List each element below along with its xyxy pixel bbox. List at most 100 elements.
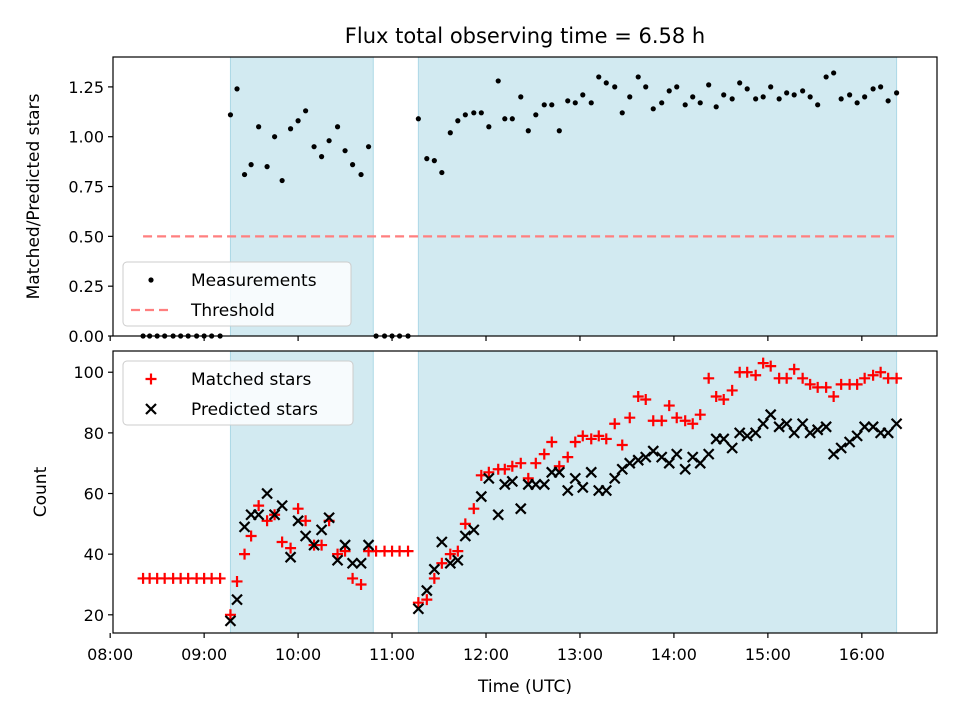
data-point (459, 530, 472, 542)
data-point (492, 508, 504, 521)
data-point (565, 98, 571, 104)
shaded-interval-1 (417, 56, 898, 337)
data-point (475, 490, 488, 503)
legend-box (122, 261, 352, 327)
data-point (851, 378, 863, 390)
data-point (342, 148, 348, 154)
data-point (276, 536, 288, 548)
data-point (815, 102, 821, 108)
data-point (635, 74, 641, 80)
data-point (671, 412, 683, 424)
y-tick-label: 40 (84, 545, 104, 564)
legend-label: Predicted stars (191, 400, 318, 420)
data-point (549, 102, 555, 108)
data-point (804, 427, 816, 439)
y-tick-label: 60 (84, 485, 104, 504)
data-point (231, 593, 243, 606)
legend-label: Matched stars (191, 370, 311, 390)
data-point (870, 86, 876, 92)
data-point (577, 430, 589, 442)
x-tick-label: 11:00 (369, 645, 415, 664)
data-point (797, 372, 809, 384)
data-point (452, 545, 464, 557)
data-point (459, 518, 471, 530)
data-point (515, 457, 527, 469)
data-point (318, 154, 325, 160)
data-point (713, 104, 719, 110)
data-point (284, 551, 297, 563)
data-point (800, 88, 806, 94)
x-tick-label: 10:00 (275, 645, 321, 664)
x-tick-label: 16:00 (839, 645, 885, 664)
data-point (530, 478, 542, 491)
data-point (580, 92, 586, 98)
legend-box (122, 360, 354, 426)
data-point (553, 466, 566, 479)
data-point (556, 128, 562, 134)
data-point (530, 457, 542, 469)
data-point (299, 530, 312, 542)
data-point (572, 100, 578, 106)
data-point (659, 100, 665, 106)
data-point (499, 463, 511, 475)
data-point (875, 366, 887, 378)
data-point (679, 415, 691, 427)
y-tick-label: 80 (84, 424, 104, 443)
data-point (764, 408, 777, 421)
data-point (891, 372, 903, 384)
data-point (656, 415, 668, 427)
y-tick-label: 1.25 (68, 78, 104, 97)
data-point (726, 442, 738, 454)
data-point (612, 84, 618, 90)
data-point (468, 503, 480, 515)
data-point (776, 96, 782, 102)
data-point (609, 418, 621, 430)
data-point (447, 130, 453, 136)
y-tick-label: 20 (84, 606, 104, 625)
data-point (261, 515, 273, 527)
data-point (643, 84, 649, 90)
data-point (603, 80, 609, 86)
y-tick-label: 0.00 (68, 327, 104, 346)
data-point (619, 110, 625, 116)
data-point (315, 524, 328, 536)
data-point (838, 96, 844, 102)
data-point (439, 169, 445, 176)
data-point (248, 162, 254, 168)
data-point (702, 448, 715, 460)
y-axis-label: Count (31, 466, 51, 517)
data-point (276, 499, 288, 512)
data-point (760, 94, 766, 100)
data-point (703, 372, 715, 384)
data-point (717, 433, 730, 445)
data-point (757, 417, 769, 430)
data-point (279, 177, 285, 184)
data-point (421, 584, 433, 597)
data-point (893, 90, 900, 96)
series-predicted-stars (224, 408, 903, 627)
data-point (784, 90, 790, 96)
data-point (311, 144, 317, 150)
plot-frame (112, 350, 938, 634)
data-point (823, 74, 829, 80)
data-point (788, 363, 800, 375)
series-measurements (140, 70, 900, 339)
data-point (525, 128, 531, 134)
data-point (346, 557, 359, 570)
y-tick-label: 0.75 (68, 178, 104, 197)
data-point (858, 421, 871, 433)
data-point (412, 602, 425, 615)
x-tick-label: 12:00 (463, 645, 509, 664)
data-point (261, 487, 273, 500)
data-point (436, 557, 448, 569)
data-point (334, 124, 341, 130)
data-point (227, 112, 234, 118)
data-point (486, 124, 492, 130)
data-point (753, 96, 759, 102)
data-point (506, 460, 518, 472)
data-point (796, 417, 809, 430)
data-point (706, 82, 712, 88)
data-point (499, 478, 511, 491)
data-point (452, 554, 464, 567)
data-point (421, 594, 433, 606)
